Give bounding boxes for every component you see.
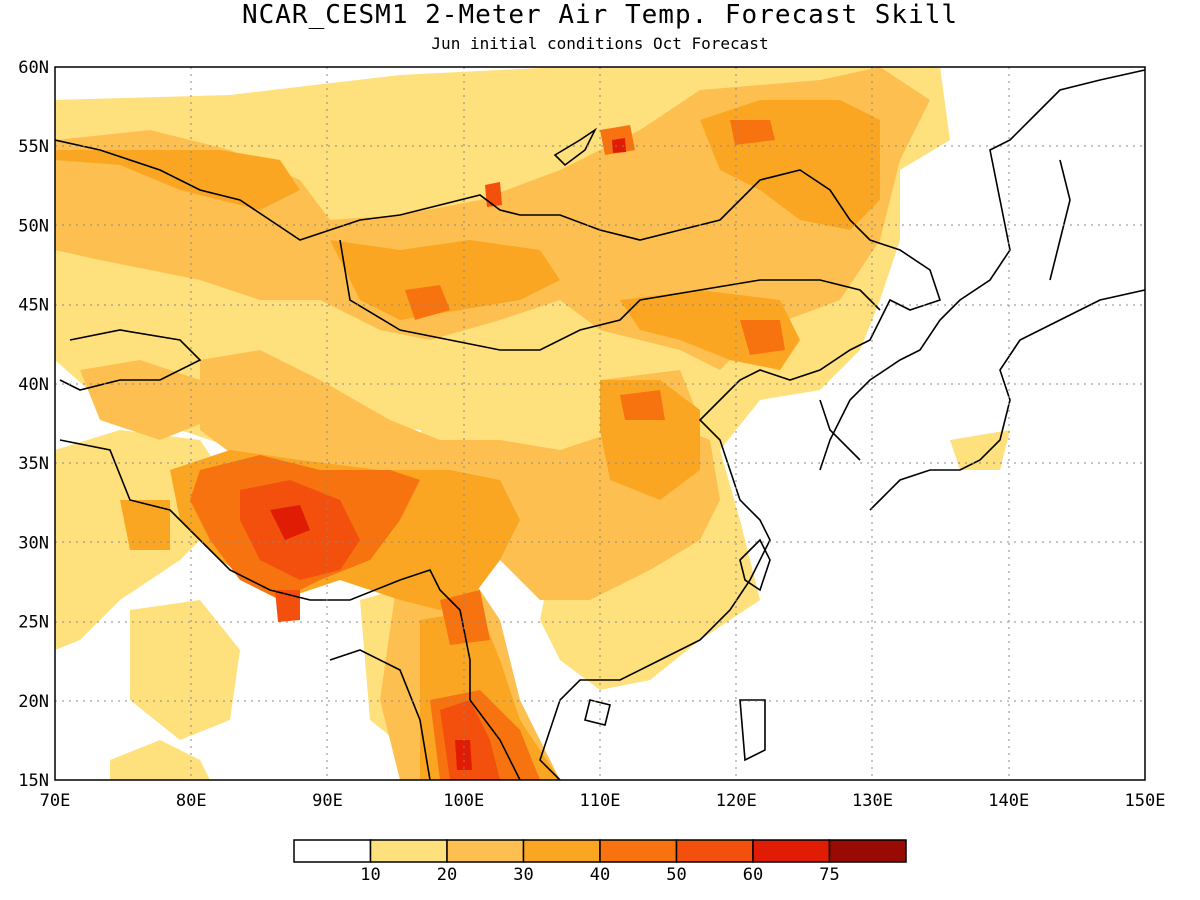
- lat-tick-15n: 15N: [18, 771, 49, 791]
- lat-tick-20n: 20N: [18, 692, 49, 712]
- colorbar-label-75: 75: [819, 865, 839, 885]
- lat-tick-60n: 60N: [18, 58, 49, 78]
- coastlines-borders: [55, 69, 1145, 780]
- lat-tick-labels: 15N 20N 25N 30N 35N 40N 45N 50N 55N 60N: [18, 58, 49, 791]
- lon-tick-130e: 130E: [852, 791, 893, 811]
- colorbar-label-10: 10: [360, 865, 380, 885]
- map-frame: [54, 66, 1146, 781]
- colorbar-label-40: 40: [590, 865, 610, 885]
- lat-tick-30n: 30N: [18, 533, 49, 553]
- lon-tick-90e: 90E: [312, 791, 343, 811]
- lon-tick-120e: 120E: [716, 791, 757, 811]
- lon-tick-70e: 70E: [40, 791, 71, 811]
- colorbar-swatch-7: [828, 839, 907, 863]
- colorbar: 10 20 30 40 50 60 75: [293, 839, 907, 885]
- chart-title: NCAR_CESM1 2-Meter Air Temp. Forecast Sk…: [241, 0, 959, 30]
- colorbar-swatch-4: [599, 839, 678, 863]
- lon-tick-150e: 150E: [1125, 791, 1166, 811]
- colorbar-label-30: 30: [513, 865, 533, 885]
- lon-tick-110e: 110E: [580, 791, 621, 811]
- colorbar-swatch-0: [293, 839, 372, 863]
- colorbar-swatch-6: [752, 839, 831, 863]
- lat-tick-35n: 35N: [18, 454, 49, 474]
- colorbar-swatch-2: [446, 839, 525, 863]
- lon-tick-140e: 140E: [988, 791, 1029, 811]
- lat-tick-40n: 40N: [18, 375, 49, 395]
- colorbar-label-20: 20: [437, 865, 457, 885]
- lat-tick-45n: 45N: [18, 296, 49, 316]
- colorbar-swatch-3: [522, 839, 601, 863]
- colorbar-label-50: 50: [666, 865, 686, 885]
- lon-tick-labels: 70E 80E 90E 100E 110E 120E 130E 140E 150E: [40, 791, 1166, 811]
- colorbar-swatch-5: [675, 839, 754, 863]
- lat-tick-50n: 50N: [18, 216, 49, 236]
- colorbar-label-60: 60: [743, 865, 763, 885]
- lat-tick-55n: 55N: [18, 137, 49, 157]
- colorbar-swatch-1: [369, 839, 448, 863]
- lat-tick-25n: 25N: [18, 613, 49, 633]
- lon-tick-100e: 100E: [443, 791, 484, 811]
- chart-subtitle: Jun initial conditions Oct Forecast: [431, 34, 769, 53]
- lon-tick-80e: 80E: [176, 791, 207, 811]
